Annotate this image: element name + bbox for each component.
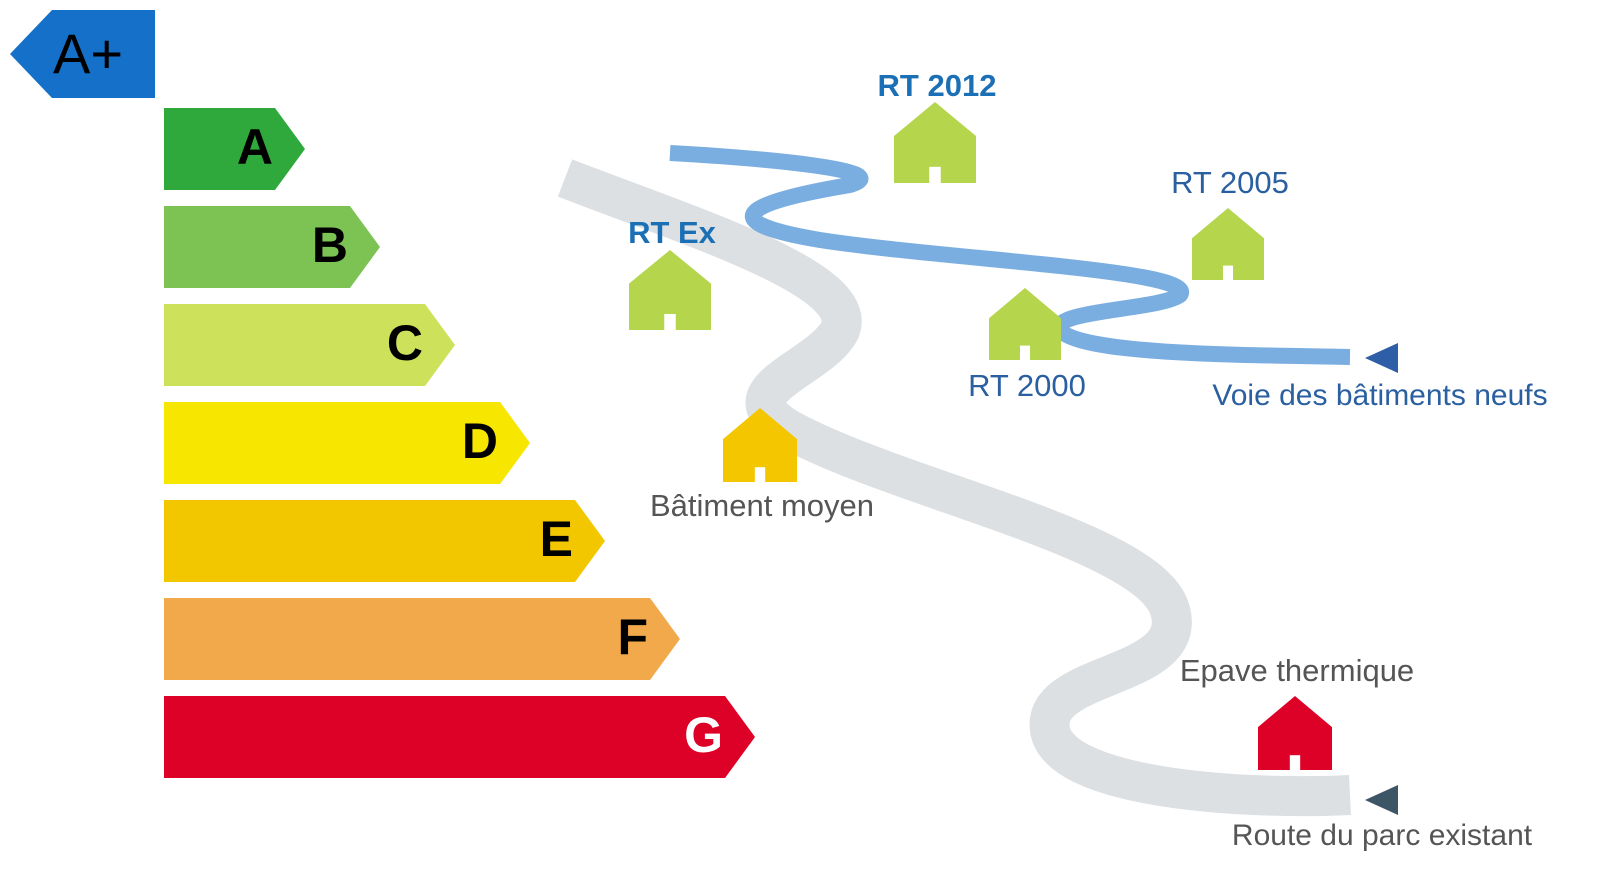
house <box>723 408 797 482</box>
road-new <box>669 145 1351 365</box>
energy-label: F <box>617 609 648 665</box>
road-label: Route du parc existant <box>1232 819 1533 852</box>
energy-bar <box>164 500 605 582</box>
energy-label: G <box>684 707 723 763</box>
house-label: Epave thermique <box>1180 653 1414 688</box>
energy-label: E <box>540 511 573 567</box>
energy-bar <box>164 108 305 190</box>
arrow-new <box>1365 343 1398 373</box>
house-door <box>754 467 766 482</box>
energy-bar <box>164 696 755 778</box>
house-door <box>1222 265 1234 280</box>
house-label: RT 2000 <box>968 368 1086 403</box>
house-label: RT 2012 <box>878 68 997 103</box>
house <box>1258 696 1332 770</box>
house-door <box>929 166 941 183</box>
house <box>1192 208 1264 280</box>
house-door <box>1019 345 1031 360</box>
house <box>989 288 1061 360</box>
energy-label: A <box>237 119 273 175</box>
house <box>894 102 976 183</box>
energy-label: C <box>387 315 423 371</box>
energy-bar <box>164 206 380 288</box>
arrow-existing <box>1365 785 1398 815</box>
energy-bar <box>164 304 455 386</box>
badge <box>10 10 155 98</box>
road-existing <box>557 159 1351 817</box>
badge-label: A+ <box>53 22 123 85</box>
house-door <box>1289 755 1301 770</box>
house <box>629 250 711 330</box>
house-label: RT 2005 <box>1171 165 1289 200</box>
energy-label: D <box>462 413 498 469</box>
house-label: Bâtiment moyen <box>650 488 874 523</box>
road-label: Voie des bâtiments neufs <box>1212 379 1547 412</box>
energy-label: B <box>312 217 348 273</box>
house-door <box>664 314 676 330</box>
house-label: RT Ex <box>628 215 717 250</box>
energy-bar <box>164 402 530 484</box>
energy-bar <box>164 598 680 680</box>
